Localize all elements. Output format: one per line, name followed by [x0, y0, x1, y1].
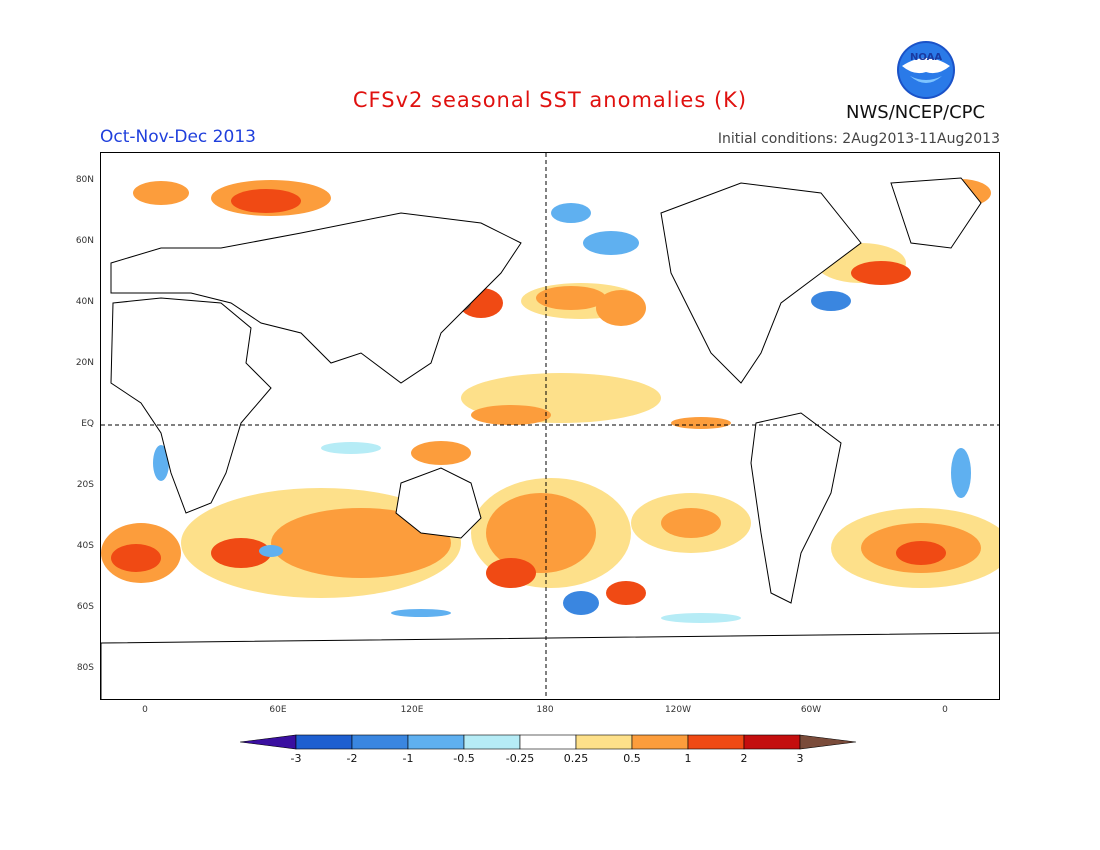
lon-label: 60W — [800, 705, 822, 715]
colorbar — [240, 734, 857, 750]
lat-label: 20N — [75, 358, 94, 368]
colorbar-label: 3 — [796, 752, 804, 765]
anomaly-patch — [551, 203, 591, 223]
colorbar-label: 1 — [684, 752, 692, 765]
lat-label: 80N — [75, 175, 94, 185]
colorbar-label: -0.25 — [505, 752, 535, 765]
anomaly-patch — [411, 441, 471, 465]
anomaly-patch — [606, 581, 646, 605]
anomaly-patch — [133, 181, 189, 205]
anomaly-patch — [661, 613, 741, 623]
anomaly-patch — [486, 558, 536, 588]
colorbar-label: 0.25 — [563, 752, 589, 765]
anomaly-patch — [563, 591, 599, 615]
colorbar-label: 2 — [740, 752, 748, 765]
anomaly-patch — [111, 544, 161, 572]
colorbar-segment — [799, 734, 857, 750]
lon-label: 120W — [664, 705, 692, 715]
colorbar-label: -2 — [346, 752, 358, 765]
anomaly-patch — [583, 231, 639, 255]
noaa-logo — [897, 41, 955, 99]
anomaly-patch — [661, 508, 721, 538]
anomaly-patch — [536, 286, 606, 310]
continent-outlines — [101, 177, 999, 699]
anomaly-patch — [671, 417, 731, 429]
anomaly-patch — [271, 508, 451, 578]
lon-label: 120E — [400, 705, 424, 715]
anomaly-patch — [851, 261, 911, 285]
anomaly-patch — [211, 538, 271, 568]
eurasia — [110, 212, 522, 384]
antarctica — [101, 632, 999, 699]
initial-conditions-label: Initial conditions: 2Aug2013-11Aug2013 — [717, 131, 1000, 147]
colorbar-segment — [575, 734, 633, 750]
colorbar-label: -0.5 — [453, 752, 475, 765]
south-america — [750, 412, 842, 604]
colorbar-segment — [463, 734, 521, 750]
lon-label: 180 — [536, 705, 554, 715]
anomaly-field — [101, 179, 999, 623]
anomaly-patch — [231, 189, 301, 213]
lat-label: 60S — [76, 602, 94, 612]
anomaly-patch — [321, 442, 381, 454]
colorbar-segment — [407, 734, 465, 750]
africa — [110, 297, 272, 514]
colorbar-label: -1 — [402, 752, 414, 765]
anomaly-patch — [391, 609, 451, 617]
north-america — [660, 182, 862, 384]
map-svg — [101, 153, 999, 699]
lat-label: 40S — [76, 541, 94, 551]
lat-label: 80S — [76, 663, 94, 673]
agency-label: NWS/NCEP/CPC — [846, 102, 986, 123]
colorbar-segment — [743, 734, 801, 750]
logo-text: NOAA — [910, 52, 943, 63]
colorbar-segment — [240, 734, 297, 750]
colorbar-segment — [295, 734, 353, 750]
anomaly-patch — [153, 445, 169, 481]
lat-label: 20S — [76, 480, 94, 490]
colorbar-segment — [519, 734, 577, 750]
lat-label: 40N — [75, 297, 94, 307]
colorbar-label: 0.5 — [623, 752, 641, 765]
lon-label: 60E — [269, 705, 287, 715]
lon-label: 0 — [142, 705, 148, 715]
season-label: Oct-Nov-Dec 2013 — [100, 127, 256, 147]
colorbar-segment — [351, 734, 409, 750]
colorbar-segment — [631, 734, 689, 750]
lat-label: EQ — [81, 419, 94, 429]
anomaly-patch — [259, 545, 283, 557]
sst-anomaly-map — [100, 152, 1000, 700]
anomaly-patch — [471, 405, 551, 425]
colorbar-segment — [687, 734, 745, 750]
anomaly-patch — [596, 290, 646, 326]
australia — [395, 467, 482, 539]
chart-title: CFSv2 seasonal SST anomalies (K) — [352, 88, 748, 112]
lat-label: 60N — [75, 236, 94, 246]
greenland — [890, 177, 982, 249]
anomaly-patch — [811, 291, 851, 311]
anomaly-patch — [951, 448, 971, 498]
anomaly-patch — [486, 493, 596, 573]
lon-label: 0 — [942, 705, 948, 715]
colorbar-label: -3 — [290, 752, 302, 765]
anomaly-patch — [896, 541, 946, 565]
